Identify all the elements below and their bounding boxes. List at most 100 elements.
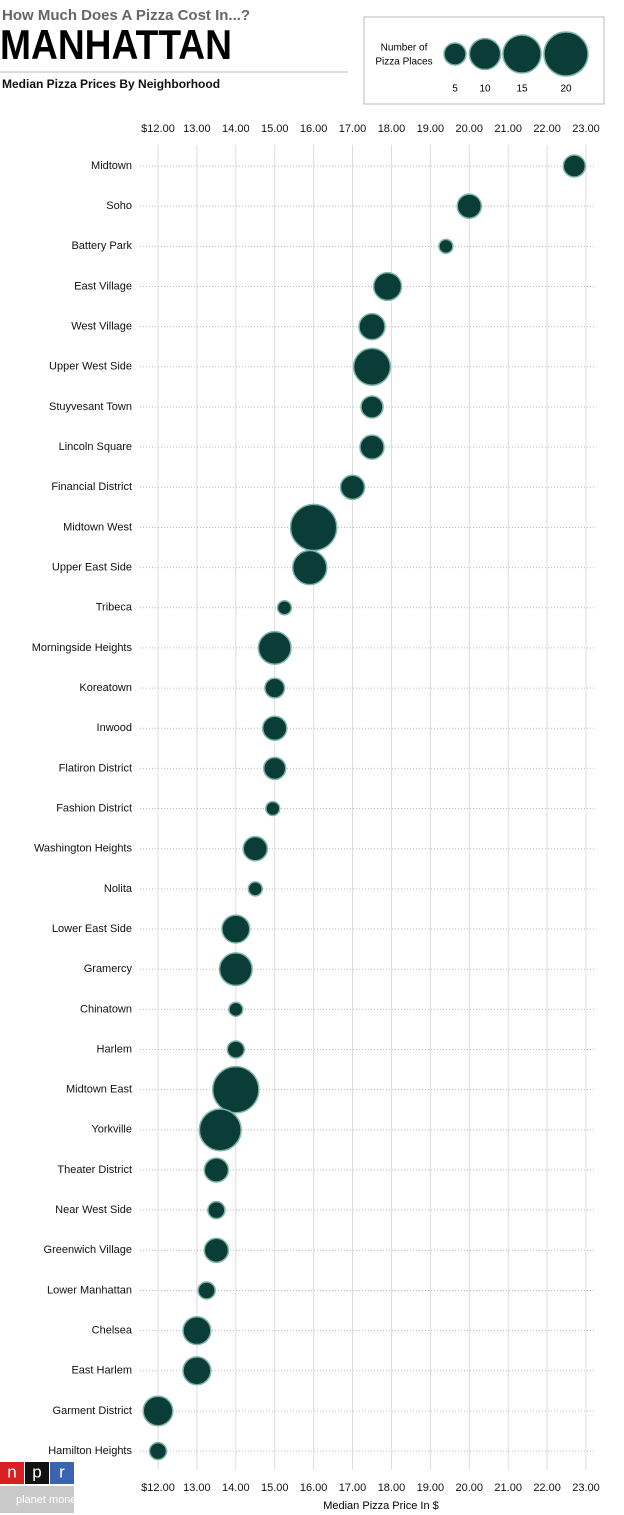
y-tick-label: Yorkville [91,1124,132,1136]
x-tick-label: 20.00 [456,123,484,135]
bubble [358,312,386,341]
bubble [203,1157,230,1183]
x-tick-label: 19.00 [417,1482,445,1494]
y-tick-label: Near West Side [55,1204,132,1216]
legend-label: 20 [560,84,572,95]
y-tick-label: Theater District [57,1164,132,1176]
y-tick-label: West Village [71,321,132,333]
legend-bubble [502,34,542,74]
y-tick-label: Tribeca [96,602,133,614]
bubble [562,154,587,178]
y-tick-label: Lower East Side [52,923,132,935]
x-tick-label: 19.00 [417,123,445,135]
legend-bubble [543,31,589,77]
bubble [221,914,251,944]
bubble [197,1281,216,1300]
y-tick-label: Upper East Side [52,562,132,574]
legend-title: Number of [381,43,428,54]
y-tick-label: Greenwich Village [44,1244,132,1256]
bubble [226,1040,246,1059]
bubble [218,952,253,987]
bubble [265,800,281,817]
legend-label: 5 [452,84,458,95]
bubble [372,271,403,302]
y-tick-label: East Harlem [71,1365,132,1377]
bubble [352,347,392,386]
y-tick-label: Koreatown [79,682,132,694]
bubble [264,677,286,699]
bubble [289,503,338,552]
x-tick-label: 22.00 [533,1482,561,1494]
y-tick-label: Morningside Heights [32,642,133,654]
x-tick-label: 15.00 [261,1482,289,1494]
bubble [360,395,384,419]
legend-bubble [443,42,467,66]
bubble [182,1315,212,1346]
bubble [203,1237,230,1264]
y-tick-label: Washington Heights [34,843,133,855]
y-tick-label: Fashion District [56,802,132,814]
x-tick-label: 13.00 [183,1482,211,1494]
chart-title: MANHATTAN [0,21,232,68]
bubble [198,1108,242,1152]
y-tick-label: Battery Park [71,240,132,252]
bubble [339,474,366,501]
subtitle: Median Pizza Prices By Neighborhood [2,77,220,91]
x-tick-label: 14.00 [222,1482,250,1494]
y-tick-label: Midtown East [66,1084,132,1096]
legend-label: 10 [479,84,491,95]
bubble [456,193,483,219]
bubble [276,600,293,616]
bubble [211,1065,260,1114]
legend-bubble [468,37,502,71]
y-tick-label: Lower Manhattan [47,1284,132,1296]
bubble [257,630,292,665]
y-tick-label: East Village [74,280,132,292]
x-tick-label: 17.00 [339,123,367,135]
x-tick-label: $12.00 [141,1482,175,1494]
logo-sub-box [0,1486,74,1513]
y-tick-label: Stuyvesant Town [49,401,132,413]
bubble [182,1356,212,1386]
bubble [242,835,269,862]
logo-letter: n [7,1462,16,1481]
logo-box [0,1462,24,1484]
x-tick-label: 20.00 [456,1482,484,1494]
bubble [291,549,328,586]
y-tick-label: Chelsea [92,1325,133,1337]
y-tick-label: Gramercy [84,963,133,975]
x-tick-label: 15.00 [261,123,289,135]
bubble [247,881,263,897]
x-tick-label: 16.00 [300,123,328,135]
y-tick-label: Lincoln Square [59,441,132,453]
x-tick-label: 18.00 [378,123,406,135]
bubble [207,1200,226,1220]
x-tick-label: 13.00 [183,123,211,135]
y-tick-label: Inwood [97,722,132,734]
legend-title: Pizza Places [375,57,432,68]
kicker: How Much Does A Pizza Cost In...? [2,7,250,24]
y-tick-label: Upper West Side [49,361,132,373]
x-tick-label: 21.00 [494,123,522,135]
bubble [438,238,454,255]
bubble [142,1395,174,1427]
x-tick-label: $12.00 [141,123,175,135]
y-tick-label: Midtown [91,160,132,172]
x-tick-label: 14.00 [222,123,250,135]
bubble [359,434,385,460]
x-tick-label: 17.00 [339,1482,367,1494]
logo-letter: p [32,1462,41,1481]
y-tick-label: Nolita [104,883,133,895]
logo-letter: r [59,1462,65,1481]
y-tick-label: Soho [106,200,132,212]
x-axis-label: Median Pizza Price In $ [323,1500,439,1512]
logo-sub: planet money [16,1494,83,1506]
y-tick-label: Financial District [51,481,132,493]
logo-box [25,1462,49,1484]
bubble [261,715,288,742]
y-tick-label: Flatiron District [59,762,132,774]
y-tick-label: Midtown West [63,521,132,533]
bubble [262,756,287,781]
x-tick-label: 16.00 [300,1482,328,1494]
